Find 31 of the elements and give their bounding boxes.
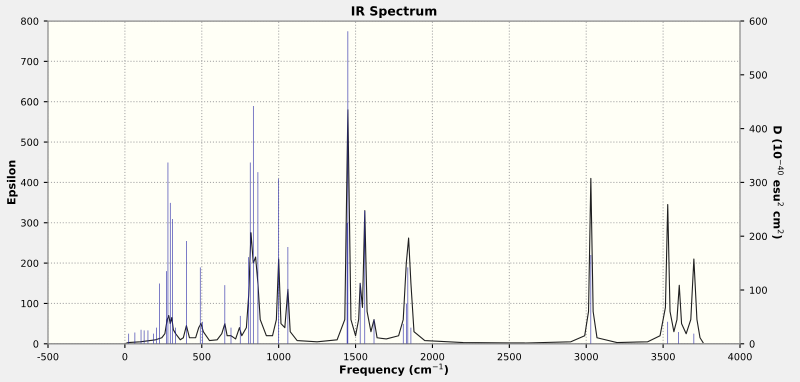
y2-axis-title: D (10$^{−40}$ esu$^{2}$ cm$^{2}$) bbox=[772, 126, 784, 239]
y-tick-label: 100 bbox=[21, 300, 38, 308]
x-tick-label: 500 bbox=[193, 353, 210, 360]
y-tick-label: 600 bbox=[21, 98, 38, 106]
line-series bbox=[124, 109, 704, 344]
x-axis-title: Frequency (cm$^{−1}$) bbox=[340, 364, 448, 376]
y2-tick-label: 300 bbox=[750, 178, 767, 186]
y-tick-label: 700 bbox=[21, 58, 38, 66]
x-tick-label: 4000 bbox=[728, 353, 752, 360]
y-tick-label: 300 bbox=[21, 219, 38, 227]
x-tick-label: 1500 bbox=[344, 353, 368, 360]
x-tick-label: 1000 bbox=[267, 353, 290, 360]
y2-tick-label: 0 bbox=[750, 340, 755, 348]
x-tick-label: 2500 bbox=[498, 353, 522, 360]
y-tick-label: 500 bbox=[21, 138, 38, 146]
y-tick-label: 400 bbox=[20, 178, 38, 186]
y2-tick-label: 400 bbox=[750, 125, 767, 132]
chart-title: IR Spectrum bbox=[352, 6, 436, 18]
y2-tick-label: 200 bbox=[750, 232, 767, 240]
x-tick-label: 0 bbox=[122, 353, 128, 360]
y2-tick-label: 500 bbox=[750, 71, 767, 79]
x-tick-label: -500 bbox=[37, 353, 58, 360]
y2-tick-label: 100 bbox=[750, 286, 767, 294]
y2-tick-label: 600 bbox=[750, 17, 767, 25]
y-tick-label: 200 bbox=[21, 260, 38, 267]
x-tick-label: 3500 bbox=[651, 353, 675, 360]
x-tick-label: 2000 bbox=[420, 353, 444, 360]
y-axis-title: Epsilon bbox=[6, 160, 18, 204]
x-tick-label: 3000 bbox=[574, 353, 598, 360]
y-tick-label: 800 bbox=[21, 17, 38, 25]
y-tick-label: 0 bbox=[33, 340, 38, 348]
